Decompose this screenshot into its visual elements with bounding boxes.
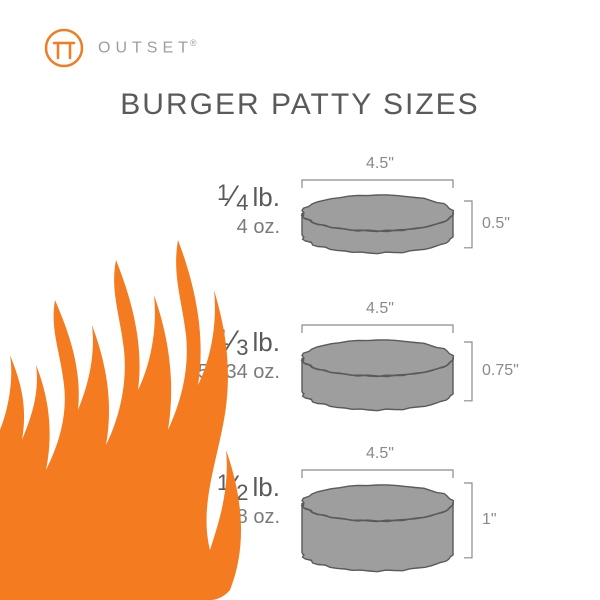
weight-unit: lb. [253,327,280,357]
weight-block: 1⁄4lb. 4 oz. [217,180,280,239]
diameter-label: 4.5" [300,300,480,318]
thickness-label: 0.75" [482,362,519,380]
diameter-bracket [300,321,455,333]
weight-unit: lb. [253,182,280,212]
weight-oz: 8 oz. [217,506,280,529]
diameter-label: 4.5" [300,445,480,463]
patty-rows: 1⁄4lb.4 oz.4.5"0.5"1⁄3lb.5.334 oz.4.5"0.… [0,145,600,580]
patty-diagram: 4.5" [300,300,480,412]
weight-fraction: 1⁄4 [217,180,249,214]
weight-fraction: 1⁄2 [217,470,249,504]
thickness-bracket [462,481,476,560]
patty-icon [300,338,455,412]
patty-row: 1⁄4lb. 4 oz. 4.5" 0.5" [0,145,600,290]
weight-fraction: 1⁄3 [217,325,249,359]
weight-oz: 5.334 oz. [198,361,280,384]
weight-block: 1⁄2lb. 8 oz. [217,470,280,529]
thickness-bracket [462,340,476,403]
brand-logo-area: OUTSET® [44,28,197,68]
patty-icon [300,193,455,255]
diameter-bracket [300,466,455,478]
brand-name: OUTSET® [98,38,197,57]
page-title: BURGER PATTY SIZES [0,88,600,122]
thickness-area: 0.75" [462,340,519,403]
patty-row: 1⁄3lb. 5.334 oz. 4.5" 0.75" [0,290,600,435]
thickness-bracket [462,199,476,250]
patty-diagram: 4.5" [300,155,480,255]
thickness-label: 1" [482,511,497,529]
patty-icon [300,483,455,573]
patty-diagram: 4.5" [300,445,480,573]
weight-block: 1⁄3lb. 5.334 oz. [198,325,280,384]
weight-unit: lb. [253,472,280,502]
thickness-area: 1" [462,481,497,560]
weight-oz: 4 oz. [217,216,280,239]
patty-row: 1⁄2lb. 8 oz. 4.5" 1" [0,435,600,580]
thickness-label: 0.5" [482,215,510,233]
outset-logo-icon [44,28,84,68]
thickness-area: 0.5" [462,199,510,250]
diameter-label: 4.5" [300,155,480,173]
diameter-bracket [300,176,455,188]
